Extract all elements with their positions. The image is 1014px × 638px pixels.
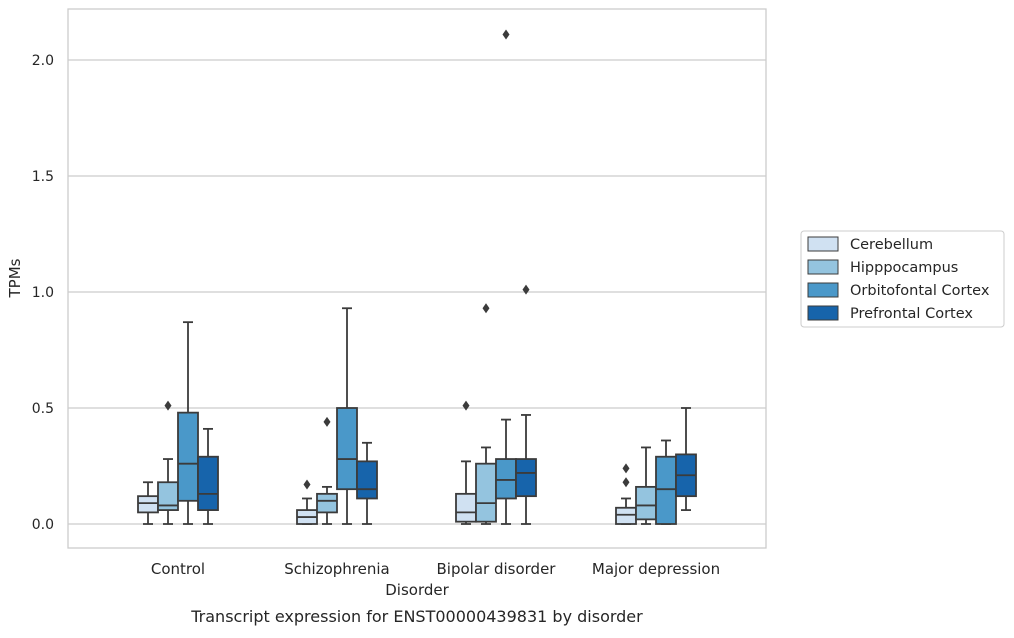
y-tick-label: 0.0: [32, 517, 54, 533]
box-group: [336, 307, 358, 525]
legend-items: Cerebellum Hipppocampus Orbitofontal Corte…: [807, 236, 990, 322]
box-group: [356, 441, 378, 525]
box: [475, 462, 497, 523]
legend-swatch: [807, 305, 839, 321]
box: [615, 506, 637, 525]
box: [495, 458, 517, 500]
legend-label: Prefrontal Cortex: [850, 306, 973, 322]
plot-frame: [67, 8, 767, 549]
y-tick-labels: 0.0 0.5 1.0 1.5 2.0: [32, 53, 54, 533]
box-group: [515, 284, 537, 525]
y-tick-label: 1.0: [32, 285, 54, 301]
box: [635, 485, 657, 521]
outlier-point: [164, 400, 172, 411]
outlier-point: [303, 479, 311, 490]
box: [336, 407, 358, 491]
legend-label: Cerebellum: [850, 237, 933, 253]
box-group: [615, 463, 637, 525]
box-group: [675, 407, 697, 511]
box-group: [197, 427, 219, 525]
x-axis-label: Disorder: [385, 581, 449, 599]
box-group: [455, 400, 477, 525]
y-tick-label: 0.5: [32, 401, 54, 417]
outlier-point: [482, 303, 490, 314]
box: [356, 460, 378, 500]
box-group: [316, 416, 338, 525]
box: [316, 492, 338, 514]
x-tick-label: Bipolar disorder: [437, 560, 557, 578]
x-tick-labels: Control Schizophrenia Bipolar disorder Majo…: [151, 560, 720, 578]
outlier-point: [462, 400, 470, 411]
legend-label: Hipppocampus: [850, 260, 958, 276]
legend-swatch: [807, 236, 839, 252]
x-tick-label: Control: [151, 560, 205, 578]
outlier-point: [522, 284, 530, 295]
y-tick-label: 2.0: [32, 53, 54, 69]
box-group: [296, 479, 318, 525]
box-group: [137, 481, 159, 525]
legend: Cerebellum Hipppocampus Orbitofontal Corte…: [800, 230, 1005, 328]
legend-frame: [800, 230, 1005, 328]
outlier-point: [622, 463, 630, 474]
chart-caption: Transcript expression for ENST0000043983…: [190, 607, 643, 626]
outlier-point: [323, 416, 331, 427]
box-group: [157, 400, 179, 525]
outlier-point: [622, 477, 630, 488]
box: [655, 455, 677, 525]
box-group: [177, 321, 199, 525]
box: [197, 455, 219, 511]
x-tick-label: Schizophrenia: [284, 560, 389, 578]
box: [137, 495, 159, 514]
legend-label: Orbitofontal Cortex: [850, 283, 990, 299]
box: [455, 492, 477, 523]
grid-layer: [68, 59, 766, 525]
box-group: [635, 446, 657, 525]
legend-swatch: [807, 259, 839, 275]
y-tick-label: 1.5: [32, 169, 54, 185]
y-axis-label: TPMs: [6, 258, 24, 298]
x-tick-label: Major depression: [592, 560, 720, 578]
outlier-point: [502, 29, 510, 40]
legend-swatch: [807, 282, 839, 298]
box-group: [495, 29, 517, 525]
box-group: [655, 439, 677, 525]
box: [515, 458, 537, 498]
box-layer: [137, 29, 697, 525]
box-group: [475, 303, 497, 525]
box: [177, 411, 199, 502]
